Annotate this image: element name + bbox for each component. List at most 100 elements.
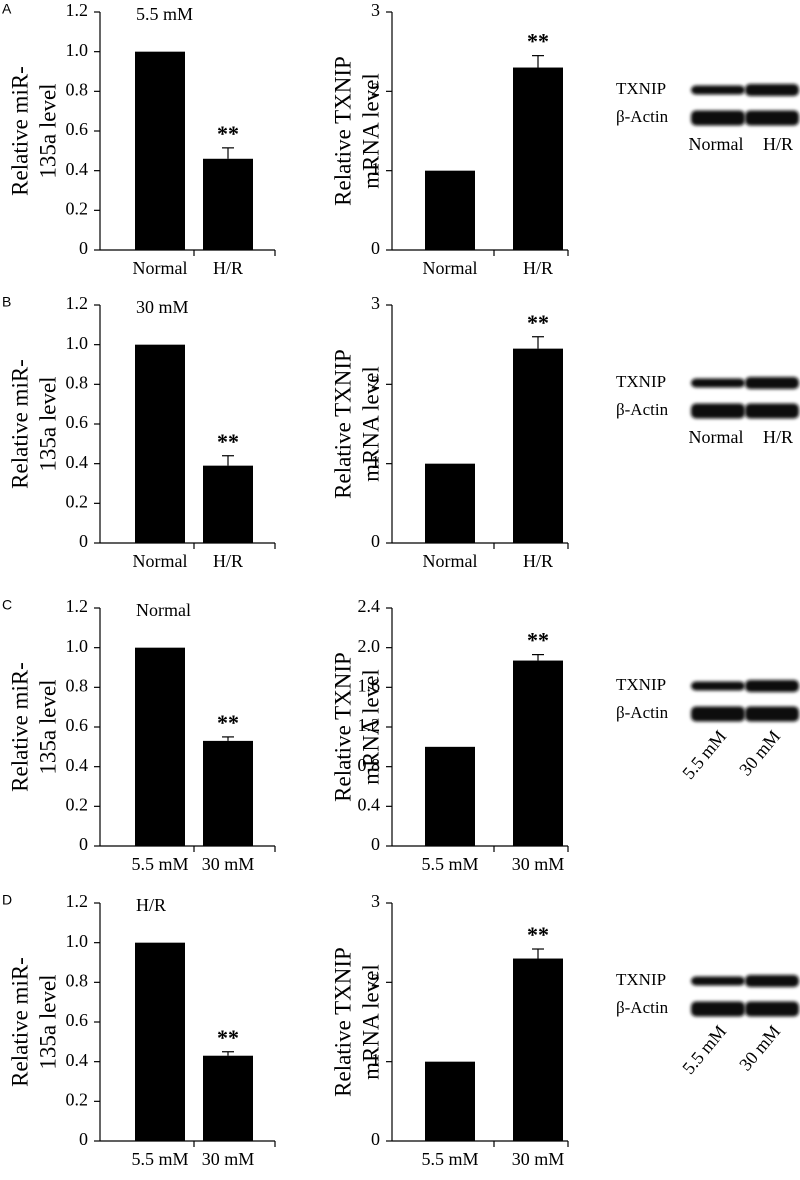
panel-label: D — [2, 892, 12, 908]
condition-label: 30 mM — [136, 297, 189, 317]
significance-label: ** — [217, 429, 239, 454]
bar — [135, 647, 185, 846]
significance-label: ** — [217, 1025, 239, 1050]
x-tick-label: 30 mM — [202, 1149, 255, 1169]
y-tick-label: 1.2 — [66, 293, 89, 313]
bar — [203, 1055, 253, 1141]
y-axis-label: Relative miR- — [7, 66, 32, 196]
y-tick-label: 0.6 — [66, 1010, 89, 1030]
band-label: TXNIP — [616, 372, 666, 391]
significance-label: ** — [217, 710, 239, 735]
blot-band — [745, 403, 799, 419]
lane-label: H/R — [763, 134, 793, 154]
y-tick-label: 0.2 — [66, 198, 89, 218]
x-tick-label: Normal — [133, 551, 188, 571]
y-tick-label: 3 — [371, 0, 380, 20]
blot-band — [691, 110, 745, 126]
y-tick-label: 0.4 — [66, 159, 89, 179]
x-tick-label: 5.5 mM — [131, 1149, 188, 1169]
y-axis-label: Relative TXNIP — [330, 349, 355, 499]
x-tick-label: 5.5 mM — [131, 854, 188, 874]
significance-label: ** — [527, 922, 549, 947]
y-tick-label: 0 — [371, 531, 380, 551]
y-axis-label: mRNA level — [358, 964, 383, 1080]
y-tick-label: 1 — [371, 159, 380, 179]
y-tick-label: 0.2 — [66, 794, 89, 814]
y-tick-label: 2 — [371, 79, 380, 99]
blot-band — [745, 975, 799, 987]
panel-label: C — [2, 597, 12, 613]
bar — [513, 67, 563, 251]
lane-label: Normal — [689, 427, 744, 447]
y-tick-label: 0.6 — [66, 119, 89, 139]
y-axis-label: Relative TXNIP — [330, 56, 355, 206]
x-tick-label: Normal — [133, 258, 188, 278]
panel-label: A — [2, 1, 12, 17]
y-tick-label: 2.4 — [358, 596, 381, 616]
y-tick-label: 1.0 — [66, 333, 89, 353]
y-tick-label: 1.2 — [66, 891, 89, 911]
condition-label: Normal — [136, 600, 191, 620]
blot-band — [745, 110, 799, 126]
y-tick-label: 0 — [79, 834, 88, 854]
y-tick-label: 0.8 — [358, 755, 381, 775]
y-tick-label: 1.0 — [66, 636, 89, 656]
y-axis-label: mRNA level — [358, 73, 383, 189]
bar — [203, 740, 253, 846]
bar — [425, 463, 475, 543]
significance-label: ** — [527, 310, 549, 335]
y-tick-label: 0.4 — [66, 755, 89, 775]
blot-band — [691, 378, 745, 388]
band-label: β-Actin — [616, 998, 669, 1017]
bar — [425, 170, 475, 250]
bar — [203, 465, 253, 543]
y-tick-label: 1 — [371, 452, 380, 472]
lane-label: Normal — [689, 134, 744, 154]
band-label: TXNIP — [616, 79, 666, 98]
y-tick-label: 1.2 — [358, 715, 381, 735]
y-tick-label: 2.0 — [358, 636, 381, 656]
condition-label: 5.5 mM — [136, 4, 193, 24]
y-tick-label: 1.2 — [66, 0, 89, 20]
band-label: TXNIP — [616, 675, 666, 694]
y-tick-label: 2 — [371, 372, 380, 392]
bar — [135, 51, 185, 250]
y-tick-label: 0 — [371, 238, 380, 258]
blot-band — [745, 706, 799, 722]
y-tick-label: 3 — [371, 891, 380, 911]
blot-band — [691, 706, 745, 722]
band-label: β-Actin — [616, 107, 669, 126]
x-tick-label: H/R — [213, 258, 243, 278]
band-label: β-Actin — [616, 400, 669, 419]
y-tick-label: 0 — [79, 1129, 88, 1149]
condition-label: H/R — [136, 895, 166, 915]
y-tick-label: 1.2 — [66, 596, 89, 616]
x-tick-label: 5.5 mM — [421, 1149, 478, 1169]
y-tick-label: 0.2 — [66, 491, 89, 511]
blot-band — [745, 377, 799, 389]
blot-band — [745, 680, 799, 692]
bar — [425, 1061, 475, 1141]
y-axis-label: Relative miR- — [7, 957, 32, 1087]
blot-band — [691, 85, 745, 95]
y-tick-label: 0.4 — [66, 1050, 89, 1070]
significance-label: ** — [527, 628, 549, 653]
significance-label: ** — [527, 29, 549, 54]
y-tick-label: 3 — [371, 293, 380, 313]
panel-label: B — [2, 294, 11, 310]
y-tick-label: 1.0 — [66, 931, 89, 951]
y-tick-label: 0 — [371, 1129, 380, 1149]
y-axis-label: 135a level — [35, 83, 60, 178]
bar — [135, 344, 185, 543]
y-axis-label: Relative TXNIP — [330, 652, 355, 802]
y-tick-label: 0 — [79, 531, 88, 551]
bar — [203, 158, 253, 250]
x-tick-label: 30 mM — [512, 854, 565, 874]
y-tick-label: 1 — [371, 1050, 380, 1070]
lane-label: 30 mM — [735, 726, 784, 779]
y-axis-label: Relative miR- — [7, 359, 32, 489]
y-axis-label: 135a level — [35, 974, 60, 1069]
x-tick-label: H/R — [523, 551, 553, 571]
y-tick-label: 0.8 — [66, 79, 89, 99]
